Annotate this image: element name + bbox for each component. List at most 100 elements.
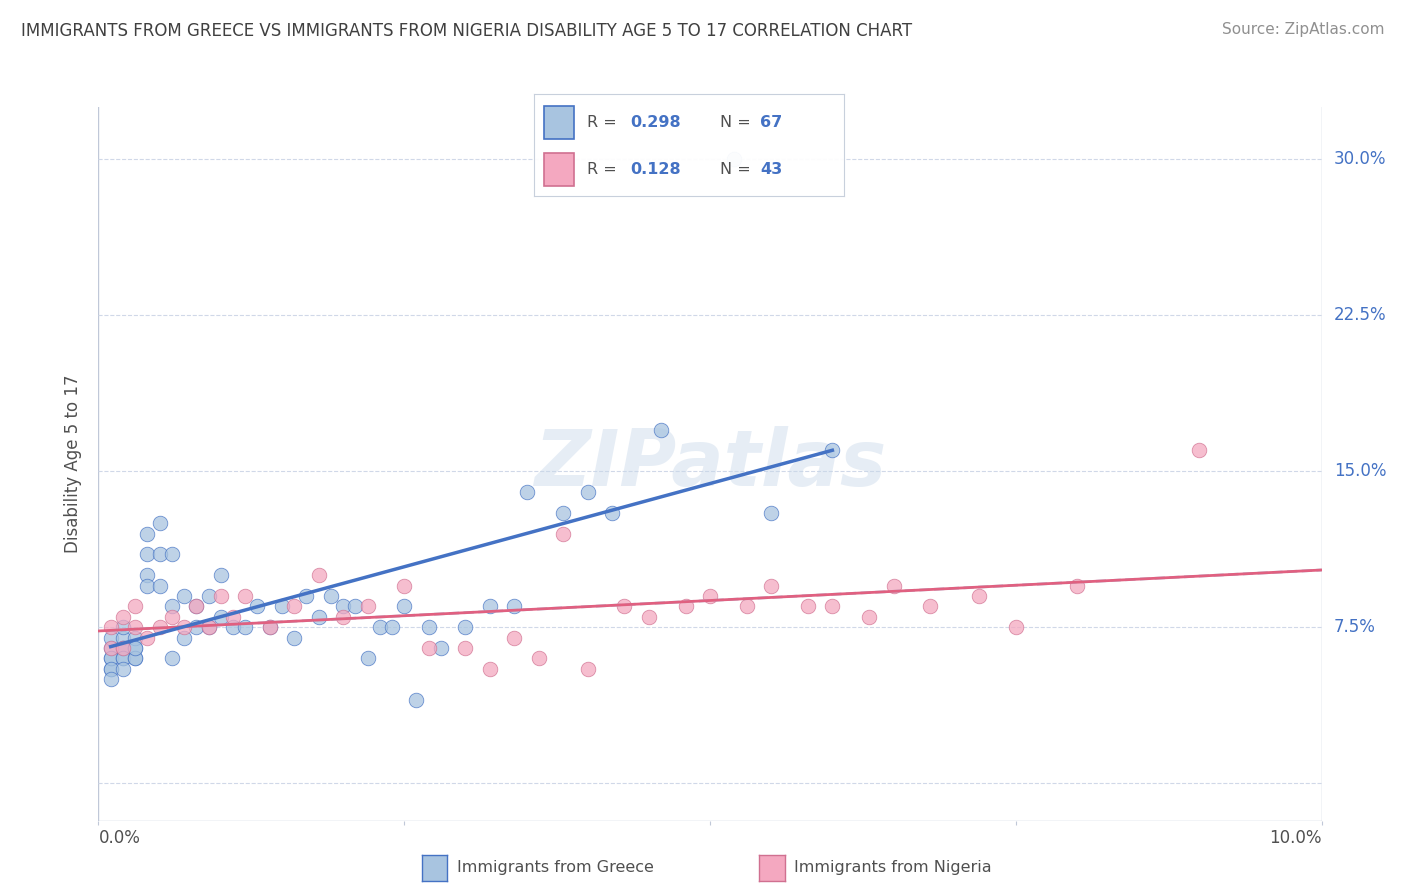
Point xyxy=(503,599,526,614)
Point xyxy=(100,651,122,665)
Point xyxy=(160,609,183,624)
Text: 67: 67 xyxy=(761,115,782,130)
Point xyxy=(418,640,440,655)
Point xyxy=(186,599,208,614)
Point xyxy=(1004,620,1026,634)
Point xyxy=(160,547,183,561)
Point xyxy=(576,662,599,676)
Point xyxy=(576,484,599,499)
Point xyxy=(100,662,122,676)
Point xyxy=(136,568,159,582)
Point xyxy=(308,568,330,582)
Point xyxy=(797,599,820,614)
Text: 22.5%: 22.5% xyxy=(1334,306,1386,324)
Point xyxy=(527,651,550,665)
Point xyxy=(319,589,342,603)
Point xyxy=(124,620,146,634)
Point xyxy=(100,640,122,655)
Point xyxy=(173,620,195,634)
Point xyxy=(259,620,281,634)
Point xyxy=(124,631,146,645)
Point xyxy=(478,599,501,614)
Point xyxy=(197,589,219,603)
Text: 7.5%: 7.5% xyxy=(1334,618,1375,636)
Y-axis label: Disability Age 5 to 17: Disability Age 5 to 17 xyxy=(65,375,83,553)
Text: 0.128: 0.128 xyxy=(630,162,681,178)
Point xyxy=(186,620,208,634)
Text: 43: 43 xyxy=(761,162,782,178)
Point xyxy=(111,662,134,676)
Point xyxy=(136,578,159,592)
Point xyxy=(100,631,122,645)
Point xyxy=(124,651,146,665)
Point xyxy=(173,631,195,645)
Point xyxy=(111,640,134,655)
Point xyxy=(100,651,122,665)
Point xyxy=(136,547,159,561)
Point xyxy=(186,599,208,614)
Point xyxy=(270,599,292,614)
Point xyxy=(136,631,159,645)
Text: R =: R = xyxy=(586,115,621,130)
Point xyxy=(197,620,219,634)
Point xyxy=(405,693,427,707)
Text: 15.0%: 15.0% xyxy=(1334,462,1386,480)
Point xyxy=(553,526,575,541)
Point xyxy=(344,599,367,614)
Point xyxy=(149,578,172,592)
Point xyxy=(637,609,661,624)
Point xyxy=(699,589,721,603)
Point xyxy=(136,526,159,541)
Text: R =: R = xyxy=(586,162,621,178)
Point xyxy=(209,589,232,603)
Text: Immigrants from Greece: Immigrants from Greece xyxy=(457,861,654,875)
Point xyxy=(124,651,146,665)
Point xyxy=(675,599,697,614)
Text: 30.0%: 30.0% xyxy=(1334,150,1386,168)
Point xyxy=(392,599,416,614)
Point xyxy=(883,578,905,592)
Point xyxy=(723,152,745,166)
Point xyxy=(516,484,538,499)
Point xyxy=(233,620,256,634)
Point xyxy=(368,620,391,634)
Point xyxy=(381,620,404,634)
Point xyxy=(100,662,122,676)
Point xyxy=(124,640,146,655)
Text: 0.298: 0.298 xyxy=(630,115,681,130)
Point xyxy=(418,620,440,634)
Point xyxy=(111,651,134,665)
Point xyxy=(613,599,636,614)
Point xyxy=(222,620,245,634)
Point xyxy=(454,640,477,655)
Point xyxy=(246,599,269,614)
Point xyxy=(100,620,122,634)
Point xyxy=(920,599,942,614)
Point xyxy=(283,599,305,614)
Point xyxy=(149,547,172,561)
Point xyxy=(503,631,526,645)
FancyBboxPatch shape xyxy=(544,153,575,186)
Point xyxy=(650,423,672,437)
Point xyxy=(111,651,134,665)
Point xyxy=(149,516,172,530)
Point xyxy=(759,578,782,592)
Point xyxy=(821,599,844,614)
Point xyxy=(259,620,281,634)
FancyBboxPatch shape xyxy=(544,106,575,139)
Point xyxy=(454,620,477,634)
Point xyxy=(1066,578,1088,592)
Text: Source: ZipAtlas.com: Source: ZipAtlas.com xyxy=(1222,22,1385,37)
Point xyxy=(478,662,501,676)
Point xyxy=(295,589,318,603)
Point xyxy=(600,506,623,520)
Point xyxy=(160,651,183,665)
Point xyxy=(308,609,330,624)
Point xyxy=(149,620,172,634)
Point xyxy=(332,599,354,614)
Point xyxy=(111,609,134,624)
Text: N =: N = xyxy=(720,115,756,130)
Point xyxy=(111,620,134,634)
Point xyxy=(209,609,232,624)
Text: ZIPatlas: ZIPatlas xyxy=(534,425,886,502)
